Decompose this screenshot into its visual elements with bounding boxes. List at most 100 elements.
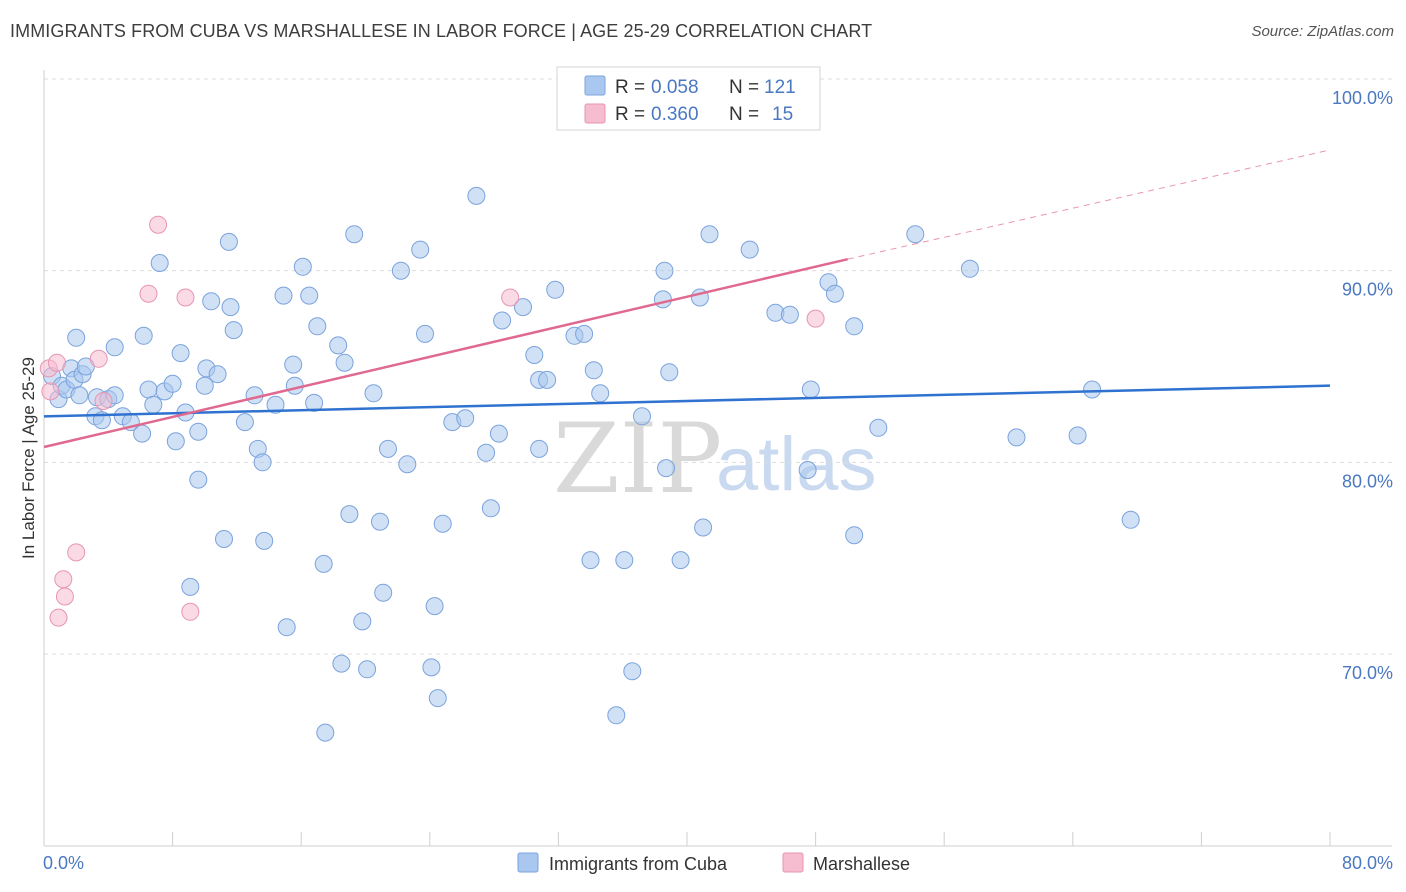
y-tick-label-90: 90.0% (1342, 280, 1393, 300)
cuba-point-48 (285, 376, 304, 395)
y-tick-label-80: 80.0% (1342, 471, 1393, 491)
cuba-point-104 (740, 240, 759, 259)
legend-top-n-value-1: 121 (764, 77, 796, 98)
cuba-point-33 (202, 292, 221, 311)
gridlines (44, 78, 1392, 655)
marshallese-point-6 (67, 543, 86, 562)
cuba-point-110 (825, 284, 844, 303)
cuba-point-44 (266, 395, 285, 414)
cuba-point-103 (700, 225, 719, 244)
chart-source: Source: ZipAtlas.com (1251, 23, 1394, 40)
cuba-point-94 (623, 662, 642, 681)
cuba-point-22 (150, 254, 169, 272)
marshallese-point-12 (181, 602, 200, 621)
cuba-point-24 (163, 374, 182, 393)
marshallese-point-5 (55, 587, 74, 606)
cuba-point-67 (398, 455, 417, 474)
cuba-point-64 (374, 583, 393, 602)
legend-top-n-label-2: N = (729, 104, 759, 125)
cuba-point-117 (1068, 426, 1087, 445)
legend-label-marshallese: Marshallese (813, 854, 910, 874)
cuba-point-100 (671, 551, 690, 570)
cuba-point-111 (845, 526, 864, 545)
marshallese-point-14 (806, 309, 825, 328)
cuba-point-70 (422, 658, 441, 677)
cuba-point-79 (489, 424, 508, 443)
legend-swatch-marshallese (782, 852, 804, 873)
cuba-point-61 (358, 660, 377, 679)
cuba-point-19 (134, 326, 153, 345)
legend-top-n-value-2: 15 (772, 104, 793, 125)
cuba-point-96 (653, 290, 672, 309)
marshallese-point-9 (139, 284, 158, 303)
cuba-point-73 (433, 514, 452, 533)
cuba-point-15 (105, 338, 124, 357)
cuba-point-93 (615, 551, 634, 570)
y-tick-label-70: 70.0% (1342, 663, 1393, 683)
cuba-point-56 (332, 654, 351, 673)
cuba-point-106 (780, 305, 799, 324)
x-tick-label-max: 80.0% (1342, 853, 1393, 873)
cuba-point-112 (845, 317, 864, 336)
cuba-point-52 (308, 317, 327, 336)
trend-line-cuba (43, 384, 1331, 418)
cuba-point-55 (329, 336, 348, 355)
cuba-point-63 (371, 512, 389, 531)
cuba-point-60 (353, 612, 372, 631)
cuba-point-81 (514, 298, 532, 317)
marshallese-point-13 (501, 288, 520, 307)
cuba-point-113 (869, 418, 888, 437)
cuba-point-92 (607, 706, 626, 725)
marshallese-point-11 (176, 288, 195, 307)
watermark-atlas: atlas (716, 422, 877, 507)
cuba-point-108 (801, 380, 820, 399)
cuba-point-42 (253, 453, 272, 472)
x-tick-label-min: 0.0% (43, 853, 84, 873)
cuba-point-58 (340, 505, 359, 524)
marshallese-point-1 (41, 382, 60, 401)
marshallese-point-10 (149, 215, 168, 234)
legend-swatch-cuba (517, 852, 539, 873)
chart-title: IMMIGRANTS FROM CUBA VS MARSHALLESE IN L… (10, 21, 873, 41)
cuba-point-90 (584, 361, 603, 380)
cuba-point-99 (660, 363, 679, 382)
cuba-point-78 (481, 499, 500, 518)
cuba-point-29 (189, 422, 208, 441)
legend-top-swatch-marshallese (584, 103, 606, 124)
cuba-point-35 (215, 530, 233, 548)
cuba-point-80 (493, 311, 512, 330)
marshallese-point-2 (47, 353, 66, 372)
marshallese-point-7 (89, 349, 108, 368)
cuba-point-82 (525, 346, 544, 364)
cuba-point-69 (416, 324, 434, 343)
cuba-point-65 (379, 439, 397, 458)
cuba-point-28 (181, 577, 200, 596)
cuba-point-45 (274, 286, 293, 305)
cuba-point-18 (133, 424, 152, 443)
legend-top-r-value-1: 0.058 (651, 77, 699, 98)
legend-bottom: Immigrants from Cuba Marshallese (517, 852, 910, 874)
cuba-point-20 (139, 380, 158, 399)
cuba-point-6 (67, 328, 86, 347)
cuba-point-89 (581, 551, 600, 570)
cuba-point-91 (591, 384, 610, 403)
cuba-point-116 (1007, 428, 1026, 447)
cuba-point-54 (316, 723, 335, 742)
cuba-point-34 (208, 365, 227, 384)
cuba-point-49 (293, 257, 312, 276)
cuba-point-47 (284, 355, 303, 374)
cuba-point-38 (224, 321, 243, 340)
cuba-point-75 (456, 409, 475, 428)
y-tick-label-100: 100.0% (1332, 88, 1393, 108)
series-cuba-points (43, 186, 1140, 742)
cuba-point-46 (277, 618, 296, 637)
legend-top-r-value-2: 0.360 (651, 104, 699, 125)
cuba-point-36 (219, 232, 238, 251)
legend-top-swatch-cuba (584, 75, 606, 96)
cuba-point-7 (70, 386, 89, 405)
legend-label-cuba: Immigrants from Cuba (549, 854, 728, 874)
cuba-point-118 (1083, 380, 1102, 399)
cuba-point-37 (221, 298, 240, 317)
cuba-point-26 (171, 344, 190, 363)
legend-top-r-label-1: R = (615, 77, 645, 98)
